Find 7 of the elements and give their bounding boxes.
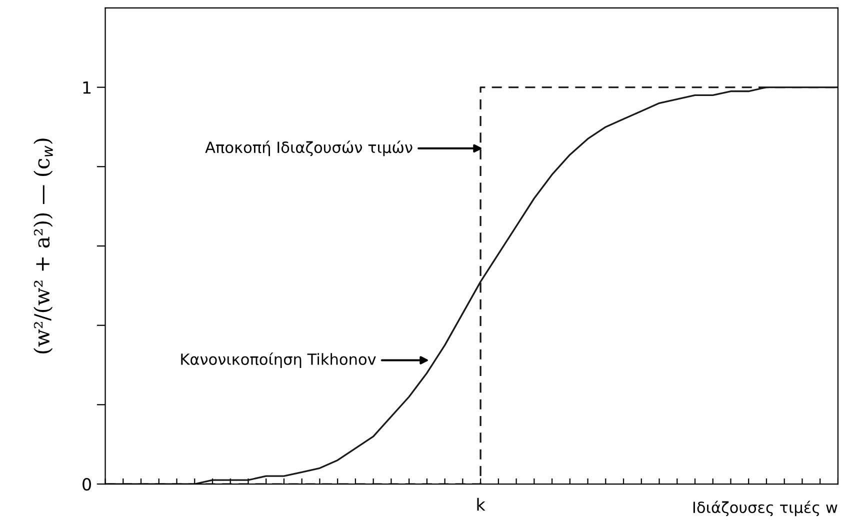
y-tick-label: 1 <box>83 81 91 94</box>
y-tick-label: 0 <box>82 478 91 491</box>
x-tick-label: k <box>477 498 486 511</box>
annotation: Κανονικοποίηση Tikhonov <box>181 352 376 368</box>
annotation: Αποκοπή Ιδιαζουσών τιμών <box>205 140 412 156</box>
y-axis-title: (w²/(w² + a²)) — (c$_{w}$) <box>34 138 53 354</box>
x-axis-title: Ιδιάζουσες τιμές w <box>693 500 838 516</box>
